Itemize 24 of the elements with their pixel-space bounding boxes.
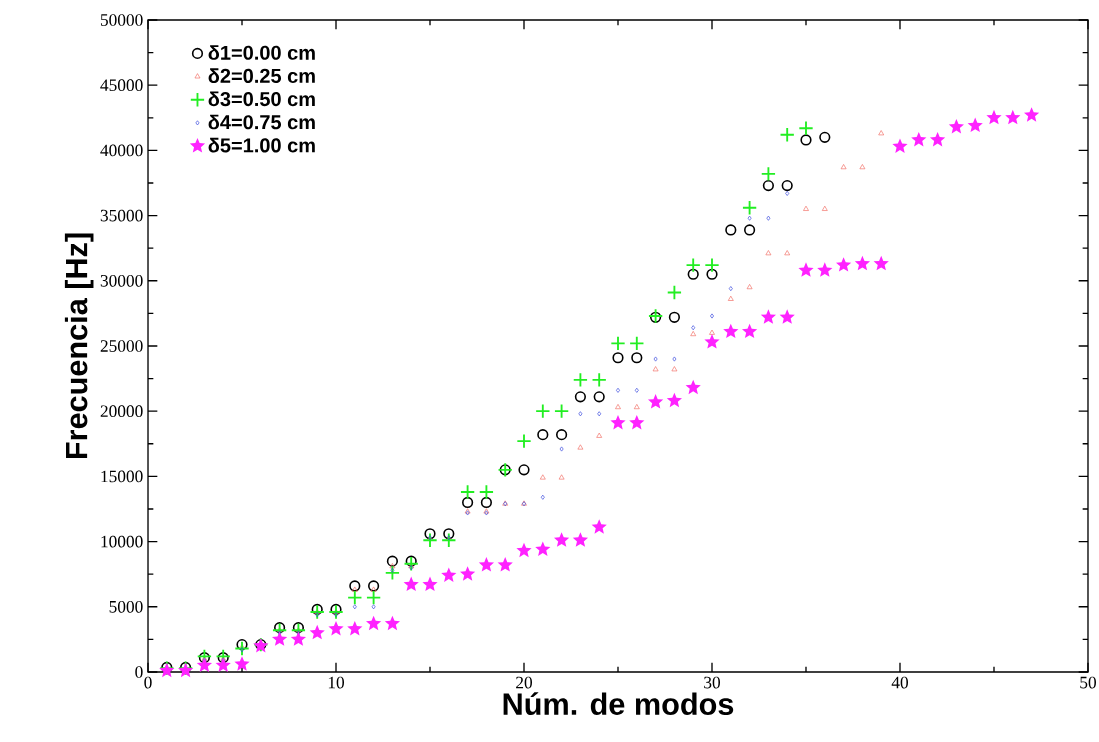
y-tick-label: 25000 [100,340,143,352]
y-tick-label: 30000 [100,274,143,287]
x-tick-label: 30 [704,676,721,689]
legend-label: δ2=0.25 cm [208,68,315,83]
legend-label: δ5=1.00 cm [208,137,315,153]
y-axis-title: Frecuencia [Hz] [64,233,94,459]
y-tick-label: 45000 [100,79,143,92]
x-tick-label: 20 [516,676,533,689]
y-tick-label: 10000 [101,535,143,548]
y-tick-label: 40000 [100,144,143,157]
legend-label: δ4=0.75 cm [208,114,315,130]
x-tick-label: 0 [144,676,152,689]
x-axis-title: Núm. de modos [503,692,734,715]
y-tick-label: 35000 [100,209,143,222]
x-tick-label: 10 [328,676,345,689]
y-tick-label: 50000 [100,14,143,26]
y-tick-label: 0 [135,666,143,678]
x-tick-label: 40 [891,676,909,689]
y-tick-label: 15000 [101,470,143,483]
y-tick-label: 20000 [100,405,143,418]
x-tick-label: 50 [1080,676,1096,689]
y-tick-label: 5000 [109,600,143,613]
legend-label: δ1=0.00 cm [208,45,315,60]
legend-label: δ3=0.50 cm [208,91,315,107]
